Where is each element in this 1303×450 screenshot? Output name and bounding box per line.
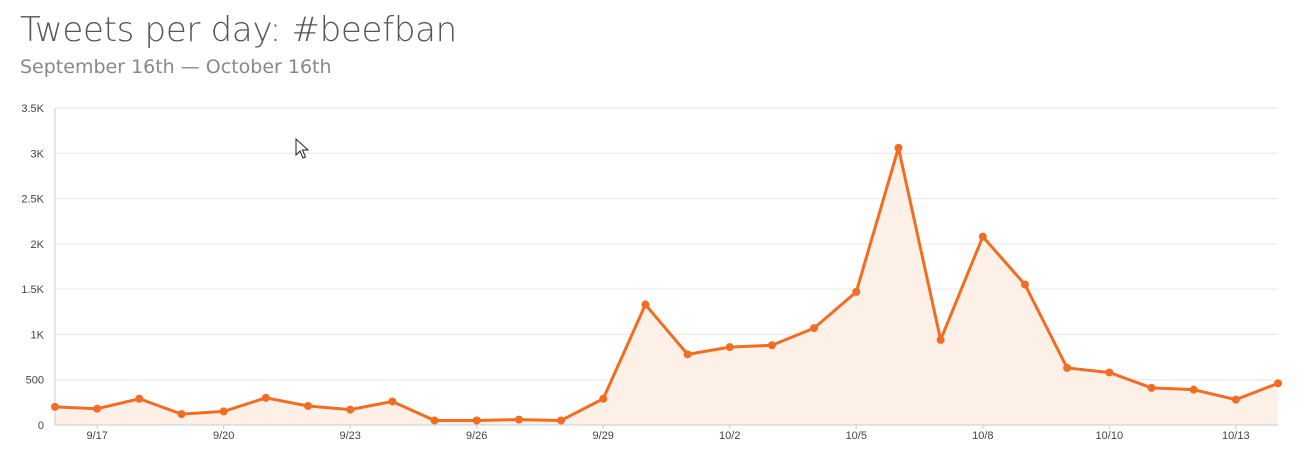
series-line-layer [53,146,1280,422]
x-tick-label: 9/20 [213,430,234,442]
data-point[interactable] [641,300,650,309]
x-tick-label: 10/8 [972,430,993,442]
data-point[interactable] [894,143,903,152]
data-point[interactable] [135,394,144,403]
x-tick-label: 9/26 [466,430,487,442]
data-point[interactable] [472,416,481,425]
data-point[interactable] [1189,385,1198,394]
y-tick-label: 1.5K [21,284,44,296]
mouse-cursor-icon [295,138,309,159]
data-point[interactable] [388,397,397,406]
data-point[interactable] [810,324,819,333]
data-points [51,143,1282,425]
y-tick-label: 500 [26,375,44,387]
data-point[interactable] [51,402,59,411]
data-point[interactable] [1147,383,1156,392]
data-point[interactable] [557,416,566,425]
data-point[interactable] [93,404,102,413]
y-tick-label: 2.5K [21,194,44,206]
data-point[interactable] [978,232,987,241]
data-point[interactable] [514,415,523,424]
chart-subtitle: September 16th — October 16th [20,56,332,78]
data-point[interactable] [430,416,439,425]
data-point[interactable] [177,410,186,419]
data-point[interactable] [1105,368,1114,377]
series-line [53,146,1280,422]
x-tick-label: 10/2 [719,430,740,442]
y-tick-label: 3K [31,148,45,160]
x-tick-label: 9/23 [339,430,360,442]
data-point[interactable] [683,350,692,359]
y-tick-label: 3.5K [21,103,44,115]
data-point[interactable] [1063,363,1072,372]
data-point[interactable] [1020,280,1029,289]
x-tick-label: 10/5 [846,430,867,442]
y-tick-label: 0 [38,420,44,432]
tick-labels: 0 500 1K 1.5K 2K 2.5K 3K 3.5K 9/17 9/20 9/23 9/26 9/… [21,103,1249,442]
data-point[interactable] [767,341,776,350]
chart-title: Tweets per day: #beefban [20,10,457,50]
x-tick-label: 10/10 [1096,430,1124,442]
data-point[interactable] [261,393,270,402]
data-point[interactable] [219,407,228,416]
data-point[interactable] [346,405,355,414]
data-point[interactable] [304,401,313,410]
x-tick-label: 9/29 [593,430,614,442]
y-tick-label: 1K [31,329,45,341]
data-point[interactable] [599,394,608,403]
data-point[interactable] [936,335,945,344]
data-point[interactable] [1231,395,1240,404]
data-point[interactable] [725,343,734,352]
area-fill [55,147,1278,425]
data-point[interactable] [1274,379,1282,388]
chart-header: Tweets per day: #beefban September 16th … [20,8,457,82]
axes [54,108,1278,429]
y-tick-label: 2K [31,239,45,251]
area-layer [55,147,1278,425]
x-tick-label: 9/17 [86,430,107,442]
data-point[interactable] [852,287,861,296]
x-tick-label: 10/13 [1222,430,1250,442]
